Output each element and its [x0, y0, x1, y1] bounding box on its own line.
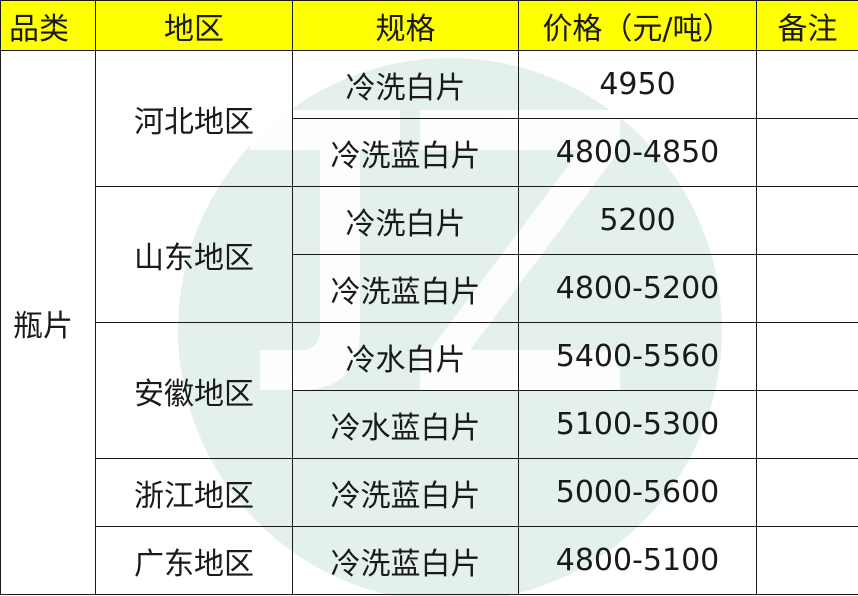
- note-cell: [756, 254, 858, 323]
- header-spec: 规格: [292, 0, 519, 51]
- spec-cell: 冷洗蓝白片: [292, 458, 519, 527]
- note-cell: [756, 50, 858, 119]
- table-row: 安徽地区 冷水白片 5400-5560: [1, 322, 858, 459]
- region-cell: 浙江地区: [95, 458, 293, 527]
- header-category: 品类: [0, 0, 96, 51]
- header-note: 备注: [756, 0, 858, 51]
- note-cell: [756, 526, 858, 595]
- spec-cell: 冷洗蓝白片: [292, 526, 519, 595]
- category-cell: 瓶片: [0, 50, 96, 595]
- table-row: 冷水蓝白片 5100-5300: [1, 390, 858, 459]
- note-cell: [756, 458, 858, 527]
- price-cell: 4950: [518, 50, 757, 119]
- region-cell: 广东地区: [95, 526, 293, 595]
- price-cell: 5000-5600: [518, 458, 757, 527]
- spec-cell: 冷水白片: [292, 322, 519, 391]
- spec-cell: 冷洗蓝白片: [292, 118, 519, 187]
- region-cell: 山东地区: [95, 186, 293, 323]
- table-row: 冷洗蓝白片 4800-4850: [1, 118, 858, 187]
- spec-cell: 冷洗白片: [292, 186, 519, 255]
- price-cell: 5200: [518, 186, 757, 255]
- note-cell: [756, 390, 858, 459]
- price-cell: 4800-5200: [518, 254, 757, 323]
- header-region: 地区: [95, 0, 293, 51]
- note-cell: [756, 118, 858, 187]
- table-row: 广东地区 冷洗蓝白片 4800-5100: [1, 526, 858, 595]
- price-cell: 4800-5100: [518, 526, 757, 595]
- table-row: 冷洗蓝白片 4800-5200: [1, 254, 858, 323]
- table-row: 山东地区 冷洗白片 5200: [1, 186, 858, 323]
- spec-cell: 冷洗白片: [292, 50, 519, 119]
- price-cell: 5400-5560: [518, 322, 757, 391]
- spec-cell: 冷洗蓝白片: [292, 254, 519, 323]
- spec-cell: 冷水蓝白片: [292, 390, 519, 459]
- note-cell: [756, 322, 858, 391]
- price-cell: 4800-4850: [518, 118, 757, 187]
- table-row: 瓶片 河北地区 冷洗白片 4950: [0, 50, 858, 595]
- header-row: 品类 地区 规格 价格（元/吨） 备注: [0, 0, 858, 51]
- note-cell: [756, 186, 858, 255]
- region-cell: 安徽地区: [95, 322, 293, 459]
- table-row: 浙江地区 冷洗蓝白片 5000-5600: [1, 458, 858, 527]
- header-price: 价格（元/吨）: [518, 0, 757, 51]
- region-cell: 河北地区: [95, 50, 293, 187]
- price-cell: 5100-5300: [518, 390, 757, 459]
